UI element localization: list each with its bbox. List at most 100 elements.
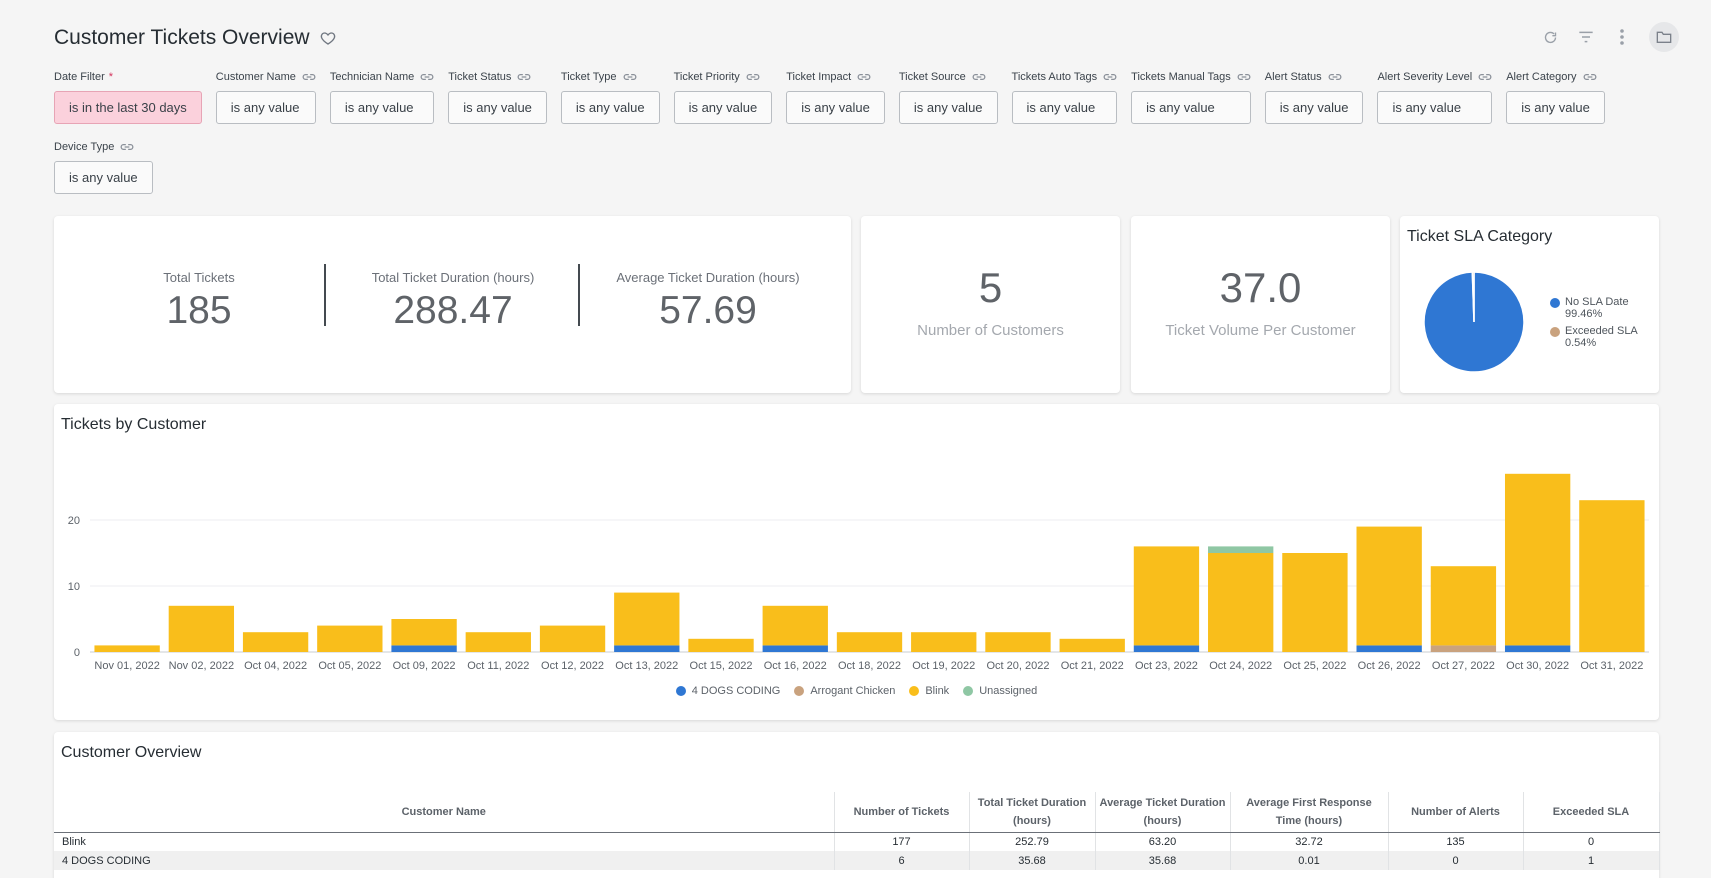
link-icon[interactable] [120,142,134,152]
bar-blink[interactable] [94,645,160,652]
reload-icon[interactable] [1541,28,1559,46]
bar-blink[interactable] [1579,500,1645,652]
pie-slice-exceeded-sla[interactable] [1471,272,1475,323]
more-options-icon[interactable] [1613,28,1631,46]
column-header-average-first-response-time-hours[interactable]: Average First Response Time (hours) [1230,792,1389,833]
sla-card-title: Ticket SLA Category [1407,228,1553,245]
header: Customer Tickets Overview [54,22,336,54]
column-header-number-of-tickets[interactable]: Number of Tickets [834,792,970,833]
legend-label: Arrogant Chicken [810,685,896,697]
bar-4-dogs-coding[interactable] [391,645,457,652]
legend-item-4-dogs-coding[interactable]: 4 DOGS CODING [675,685,780,697]
bar-blink[interactable] [168,605,235,652]
filter-value-button[interactable]: is any value [448,91,547,124]
link-icon[interactable] [1237,72,1251,82]
bar-4-dogs-coding[interactable] [614,645,680,652]
link-icon[interactable] [623,72,637,82]
tickets-chart-legend: 4 DOGS CODING Arrogant Chicken Blink Unassi… [54,685,1659,697]
filter-value-button[interactable]: is any value [1506,91,1605,124]
table-row[interactable]: Blink 177 252.79 63.20 32.72 135 0 [54,832,1660,851]
link-icon[interactable] [746,72,760,82]
bar-4-dogs-coding[interactable] [1133,645,1200,652]
legend-item-arrogant-chicken[interactable]: Arrogant Chicken [794,685,895,697]
table-cell: 6 [834,851,970,870]
bar-4-dogs-coding[interactable] [762,645,828,652]
filter-value-button[interactable]: is any value [673,91,773,124]
filter-value-button[interactable]: is any value [1131,91,1251,124]
pie-legend-name: No SLA Date [1565,296,1629,308]
column-header-total-ticket-duration-hours[interactable]: Total Ticket Duration (hours) [969,792,1096,833]
filter-technician-name: Technician Name is any value [329,70,435,124]
filter-value-button[interactable]: is any value [560,91,660,124]
bar-blink[interactable] [465,632,531,652]
legend-item-unassigned[interactable]: Unassigned [963,685,1037,697]
filter-tickets-manual-tags: Tickets Manual Tags is any value [1131,70,1251,124]
link-icon[interactable] [857,72,871,82]
bar-unassigned[interactable] [1208,546,1274,553]
number-of-customers-card: 5 Number of Customers [861,216,1120,393]
bar-blink[interactable] [539,625,606,652]
bar-blink[interactable] [688,638,754,652]
x-tick-label: Oct 21, 2022 [1061,660,1124,672]
filter-label: Ticket Type [561,70,660,84]
filter-label: Alert Category [1506,70,1605,84]
average-duration-value: 57.69 [659,289,757,332]
filter-value-button[interactable]: is any value [786,91,885,124]
bar-blink[interactable] [614,592,680,646]
filter-value-button[interactable]: is any value [54,161,153,194]
link-icon[interactable] [1328,72,1342,82]
filter-value-button[interactable]: is any value [215,91,316,124]
bar-blink[interactable] [391,619,457,646]
filter-value-button[interactable]: is any value [1264,91,1364,124]
bar-blink[interactable] [1208,553,1274,652]
filter-ticket-type: Ticket Type is any value [560,70,660,124]
bar-blink[interactable] [1356,526,1422,646]
ticket-kpi-card: Total Tickets 185 Total Ticket Duration … [54,216,851,393]
bar-blink[interactable] [911,632,977,652]
customer-overview-table: Customer Name Number of Tickets Total Tick… [54,792,1660,870]
filter-label-text: Ticket Priority [673,71,740,83]
bar-blink[interactable] [1282,553,1348,652]
ticket-volume-label: Ticket Volume Per Customer [1165,322,1356,339]
filter-icon[interactable] [1577,28,1595,46]
table-cell: 0 [1523,832,1660,851]
bar-blink[interactable] [317,625,383,652]
x-tick-label: Nov 02, 2022 [169,660,234,672]
bar-blink[interactable] [242,632,309,652]
filter-value-button[interactable]: is any value [329,91,435,124]
filter-label-text: Ticket Type [560,71,617,83]
table-row[interactable]: 4 DOGS CODING 6 35.68 35.68 0.01 0 1 [54,851,1660,870]
link-icon[interactable] [1103,72,1117,82]
bar-4-dogs-coding[interactable] [1356,645,1422,652]
link-icon[interactable] [302,72,316,82]
bar-blink[interactable] [1133,546,1200,646]
bar-blink[interactable] [985,632,1051,652]
filter-value-button[interactable]: is in the last 30 days [54,91,202,124]
column-header-exceeded-sla[interactable]: Exceeded SLA [1523,792,1660,833]
favorite-heart-icon[interactable] [320,30,336,46]
legend-item-blink[interactable]: Blink [909,685,949,697]
link-icon[interactable] [1478,72,1492,82]
legend-dot [794,686,805,696]
bar-blink[interactable] [836,632,903,652]
column-header-average-ticket-duration-hours[interactable]: Average Ticket Duration (hours) [1095,792,1231,833]
column-header-number-of-alerts[interactable]: Number of Alerts [1388,792,1524,833]
link-icon[interactable] [1583,72,1597,82]
bar-4-dogs-coding[interactable] [1504,645,1571,652]
filter-value-button[interactable]: is any value [898,91,998,124]
link-icon[interactable] [972,72,986,82]
column-header-customer-name[interactable]: Customer Name [54,792,835,833]
y-tick-label: 0 [74,647,80,659]
bar-blink[interactable] [1504,473,1571,646]
link-icon[interactable] [420,72,434,82]
number-of-customers-value: 5 [978,264,1003,311]
bar-arrogant-chicken[interactable] [1430,645,1497,652]
filter-value-button[interactable]: is any value [1011,91,1118,124]
bar-blink[interactable] [1430,566,1497,646]
folder-icon[interactable] [1649,22,1679,52]
bar-blink[interactable] [762,605,828,646]
bar-blink[interactable] [1059,638,1125,652]
filter-value-button[interactable]: is any value [1377,91,1493,124]
link-icon[interactable] [517,72,531,82]
table-cell: 252.79 [969,832,1096,851]
